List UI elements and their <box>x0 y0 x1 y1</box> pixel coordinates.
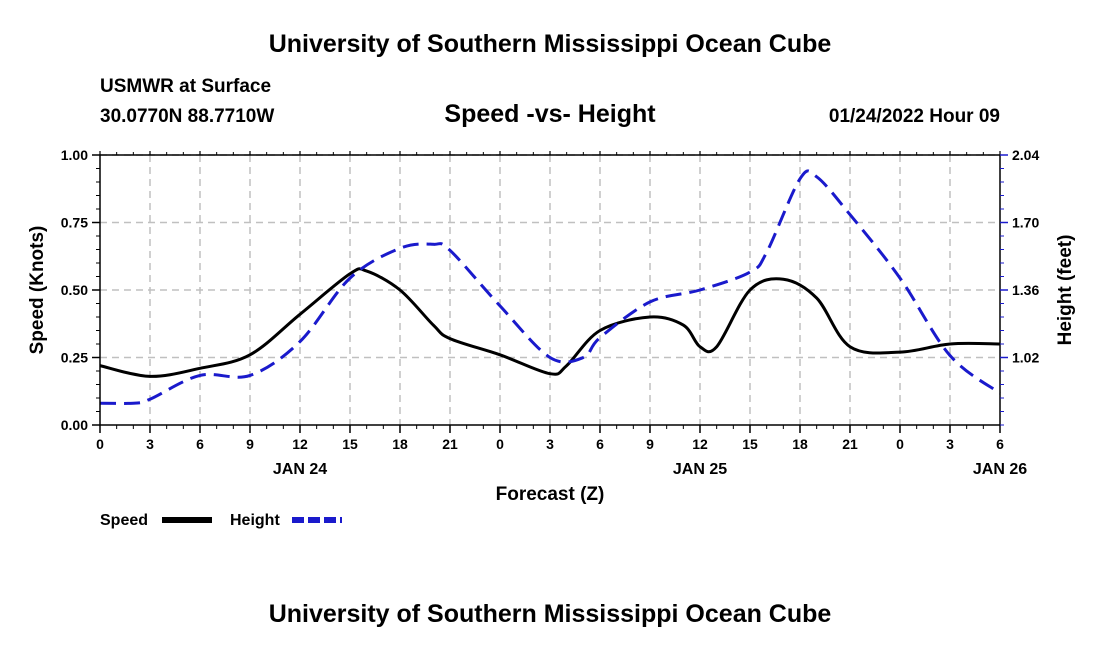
y-tick-label: 0.00 <box>61 417 88 433</box>
y-tick-label: 0.25 <box>61 350 88 366</box>
x-tick-label: 18 <box>792 436 808 452</box>
x-tick-label: 21 <box>442 436 458 452</box>
date-label: JAN 25 <box>673 461 727 478</box>
x-tick-label: 21 <box>842 436 858 452</box>
y2-tick-label: 1.02 <box>1012 350 1039 366</box>
date-label: JAN 26 <box>973 461 1027 478</box>
x-tick-label: 12 <box>692 436 708 452</box>
x-tick-label: 3 <box>146 436 154 452</box>
x-tick-label: 0 <box>496 436 504 452</box>
y-axis-title: Speed (Knots) <box>27 226 48 355</box>
x-tick-label: 15 <box>742 436 758 452</box>
chart-subtitle: Speed -vs- Height <box>444 100 656 128</box>
x-tick-label: 12 <box>292 436 308 452</box>
date-label: JAN 24 <box>273 461 327 478</box>
height-series-line <box>99 169 1001 405</box>
x-tick-label: 6 <box>996 436 1004 452</box>
x-tick-label: 0 <box>896 436 904 452</box>
y2-axis-title: Height (feet) <box>1055 235 1076 346</box>
forecast-datetime: 01/24/2022 Hour 09 <box>828 106 1000 127</box>
y2-tick-label: 1.36 <box>1012 282 1039 298</box>
legend-label-speed: Speed <box>100 512 148 529</box>
chart-main-title: University of Southern Mississippi Ocean… <box>268 30 832 58</box>
x-tick-label: 18 <box>392 436 408 452</box>
y-tick-label: 0.75 <box>61 215 88 231</box>
x-tick-label: 0 <box>96 436 104 452</box>
x-tick-label: 3 <box>546 436 554 452</box>
footer-title: University of Southern Mississippi Ocean… <box>268 600 832 628</box>
legend: Speed Height <box>100 512 342 529</box>
x-tick-label: 6 <box>196 436 204 452</box>
axis-layer: 0 3 6 9 12 15 18 21 0 3 6 9 12 15 18 21 0 3 6 0.00 0.25 0.50 0… <box>27 147 1076 505</box>
x-tick-label: 6 <box>596 436 604 452</box>
x-tick-label: 15 <box>342 436 358 452</box>
x-tick-label: 9 <box>646 436 654 452</box>
speed-series-line <box>99 267 1001 378</box>
grid-layer <box>100 154 1000 425</box>
station-coordinates: 30.0770N 88.7710W <box>100 106 275 127</box>
series-layer <box>99 169 1001 405</box>
legend-label-height: Height <box>230 512 280 529</box>
x-axis-title: Forecast (Z) <box>496 484 605 505</box>
y-tick-label: 1.00 <box>61 147 88 163</box>
station-label: USMWR at Surface <box>100 76 272 97</box>
y2-tick-label: 2.04 <box>1012 147 1039 163</box>
x-tick-label: 9 <box>246 436 254 452</box>
y2-tick-label: 1.70 <box>1012 215 1039 231</box>
y-tick-label: 0.50 <box>61 282 88 298</box>
x-tick-label: 3 <box>946 436 954 452</box>
